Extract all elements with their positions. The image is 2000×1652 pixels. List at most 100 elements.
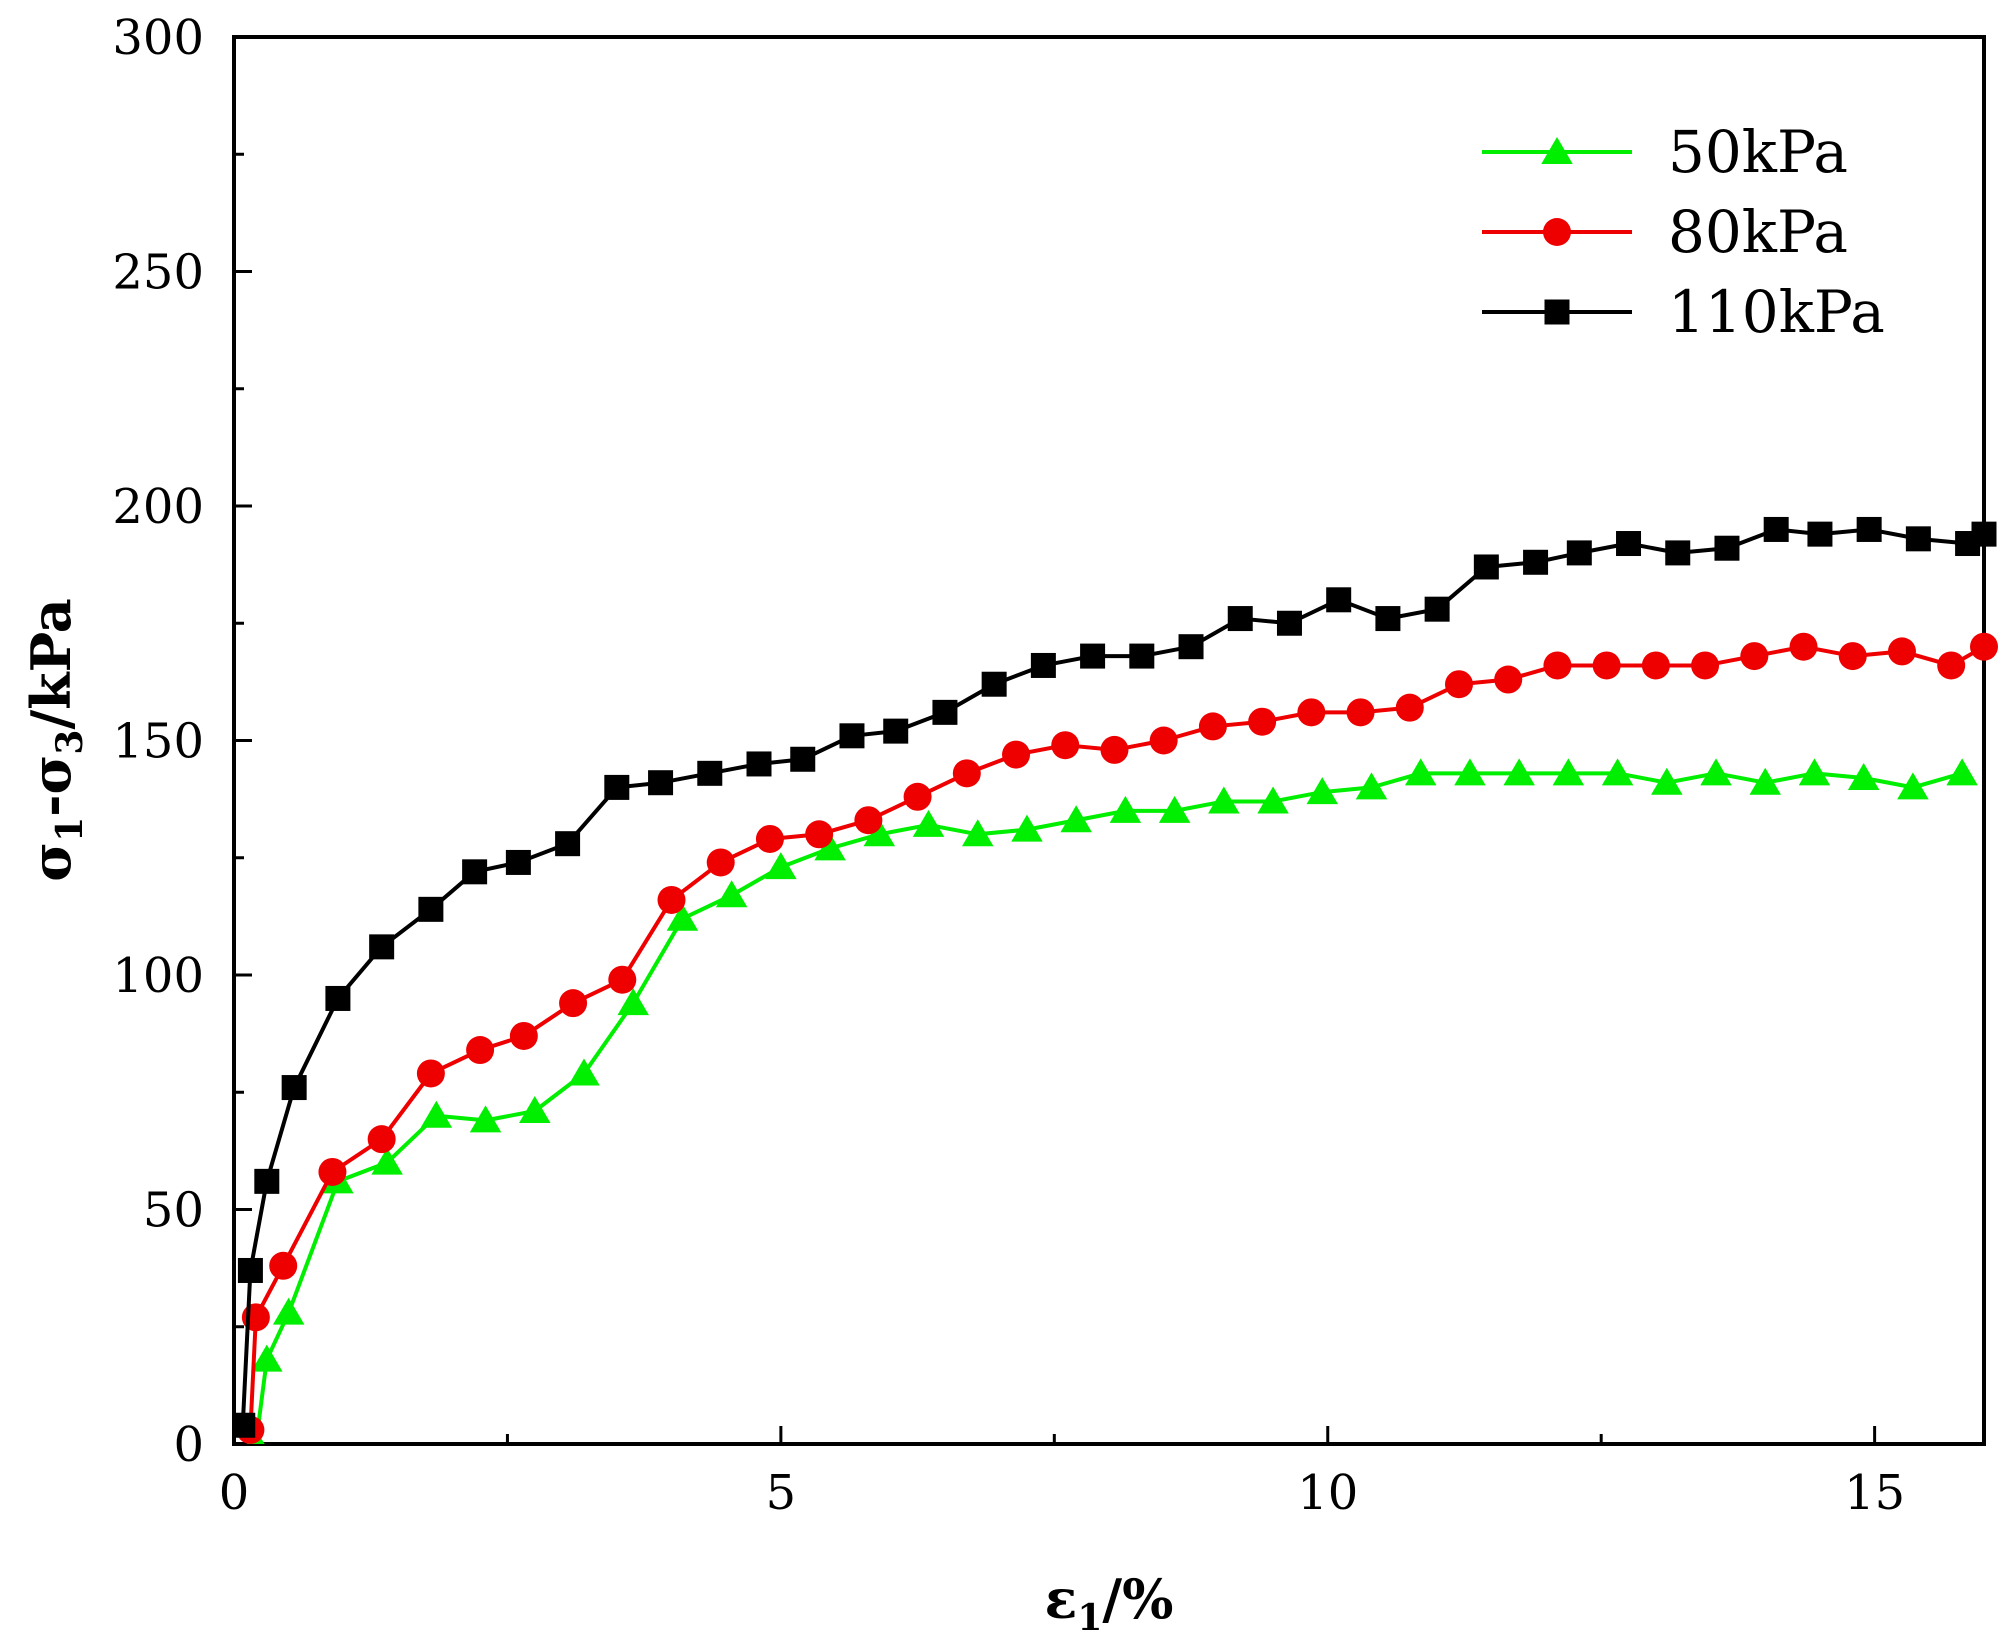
- legend: 50kPa 80kPa 110kPa: [1482, 118, 1885, 346]
- x-tick-label: 5: [766, 1465, 797, 1521]
- data-point-80kpa: [1592, 651, 1621, 680]
- data-point-80kpa: [1887, 637, 1916, 666]
- y-tick-label: 0: [173, 1417, 204, 1473]
- data-point-110kpa: [697, 760, 723, 786]
- data-point-110kpa: [648, 770, 674, 796]
- data-point-110kpa: [1905, 526, 1931, 552]
- data-point-50kpa: [617, 988, 649, 1016]
- data-point-50kpa: [1798, 758, 1831, 786]
- data-point-50kpa: [1847, 763, 1880, 791]
- data-point-50kpa: [912, 809, 945, 837]
- data-point-110kpa: [1856, 516, 1882, 542]
- data-point-80kpa: [1149, 726, 1178, 755]
- y-tick-label: 150: [112, 714, 204, 770]
- data-point-50kpa: [420, 1100, 453, 1128]
- data-point-80kpa: [269, 1251, 298, 1280]
- data-point-80kpa: [854, 806, 883, 835]
- data-point-80kpa: [466, 1036, 495, 1065]
- data-point-80kpa: [952, 759, 981, 788]
- data-point-80kpa: [1198, 712, 1227, 741]
- legend-marker-80kpa: [1543, 218, 1571, 246]
- data-point-50kpa: [1158, 795, 1191, 823]
- data-point-80kpa: [1494, 665, 1523, 694]
- data-point-110kpa: [790, 746, 816, 772]
- data-point-50kpa: [666, 903, 699, 931]
- data-point-50kpa: [1011, 814, 1043, 842]
- data-point-50kpa: [272, 1297, 305, 1325]
- data-point-80kpa: [559, 989, 588, 1018]
- data-point-110kpa: [1129, 643, 1155, 669]
- data-point-110kpa: [1665, 540, 1691, 566]
- data-point-50kpa: [1454, 758, 1486, 786]
- data-point-110kpa: [1276, 610, 1302, 636]
- legend-label-50kpa: 50kPa: [1668, 118, 1848, 186]
- data-point-80kpa: [1838, 642, 1867, 671]
- data-point-110kpa: [1227, 606, 1253, 632]
- y-tick-label: 50: [143, 1183, 204, 1239]
- data-point-80kpa: [706, 848, 735, 877]
- data-point-110kpa: [839, 723, 865, 749]
- legend-label-80kpa: 80kPa: [1668, 198, 1848, 266]
- data-point-50kpa: [251, 1344, 283, 1372]
- data-point-110kpa: [325, 985, 351, 1011]
- data-point-50kpa: [1946, 758, 1978, 786]
- data-point-50kpa: [469, 1105, 502, 1133]
- data-point-110kpa: [1178, 634, 1204, 660]
- data-point-110kpa: [1080, 643, 1106, 669]
- y-tick-label: 250: [112, 245, 204, 301]
- data-point-110kpa: [281, 1075, 307, 1101]
- data-point-110kpa: [369, 934, 395, 960]
- data-point-80kpa: [805, 820, 834, 849]
- data-point-110kpa: [505, 849, 531, 875]
- y-tick-label: 100: [112, 948, 204, 1004]
- y-tick-label: 300: [112, 10, 204, 66]
- data-point-80kpa: [1543, 651, 1572, 680]
- data-point-110kpa: [1971, 521, 1997, 547]
- data-point-110kpa: [555, 831, 581, 857]
- data-point-110kpa: [1523, 549, 1549, 575]
- data-point-110kpa: [1763, 516, 1789, 542]
- data-point-80kpa: [416, 1059, 445, 1088]
- y-axis-title: σ1-σ3/kPa: [19, 598, 91, 882]
- data-point-50kpa: [715, 880, 748, 908]
- data-point-50kpa: [1355, 772, 1388, 800]
- data-point-50kpa: [1601, 758, 1634, 786]
- data-point-110kpa: [1566, 540, 1592, 566]
- y-axis-title-b-sub: 3: [49, 730, 91, 755]
- y-axis-title-a-sub: 1: [49, 817, 91, 842]
- data-point-80kpa: [608, 965, 637, 994]
- data-point-110kpa: [604, 774, 630, 800]
- data-point-110kpa: [932, 699, 958, 725]
- data-point-50kpa: [814, 833, 846, 861]
- data-point-80kpa: [1789, 632, 1818, 661]
- series-50kpa: [247, 758, 1978, 1444]
- x-tick-label: 15: [1844, 1465, 1905, 1521]
- data-point-50kpa: [1700, 758, 1732, 786]
- data-point-80kpa: [1445, 670, 1473, 699]
- series-80kpa: [236, 632, 1998, 1444]
- data-point-50kpa: [1552, 758, 1585, 786]
- data-point-80kpa: [1691, 651, 1720, 680]
- data-point-50kpa: [1109, 795, 1142, 823]
- legend-item-50kpa: 50kPa: [1482, 118, 1848, 186]
- legend-marker-110kpa: [1544, 299, 1570, 325]
- data-point-110kpa: [1473, 554, 1499, 580]
- data-point-50kpa: [1208, 786, 1240, 814]
- data-point-80kpa: [367, 1125, 396, 1154]
- data-point-110kpa: [462, 859, 488, 885]
- data-point-80kpa: [318, 1157, 347, 1186]
- data-point-110kpa: [746, 751, 772, 777]
- data-point-50kpa: [1306, 777, 1339, 805]
- data-point-110kpa: [883, 718, 909, 744]
- data-point-110kpa: [1714, 535, 1740, 561]
- data-point-50kpa: [568, 1058, 600, 1086]
- data-point-80kpa: [1937, 651, 1966, 680]
- x-axis-title-sub: 1: [1077, 1597, 1102, 1639]
- data-point-50kpa: [765, 852, 797, 880]
- data-point-110kpa: [1807, 521, 1833, 547]
- data-point-50kpa: [371, 1147, 403, 1175]
- data-point-110kpa: [254, 1168, 280, 1194]
- x-axis-title-base: ε: [1045, 1567, 1078, 1631]
